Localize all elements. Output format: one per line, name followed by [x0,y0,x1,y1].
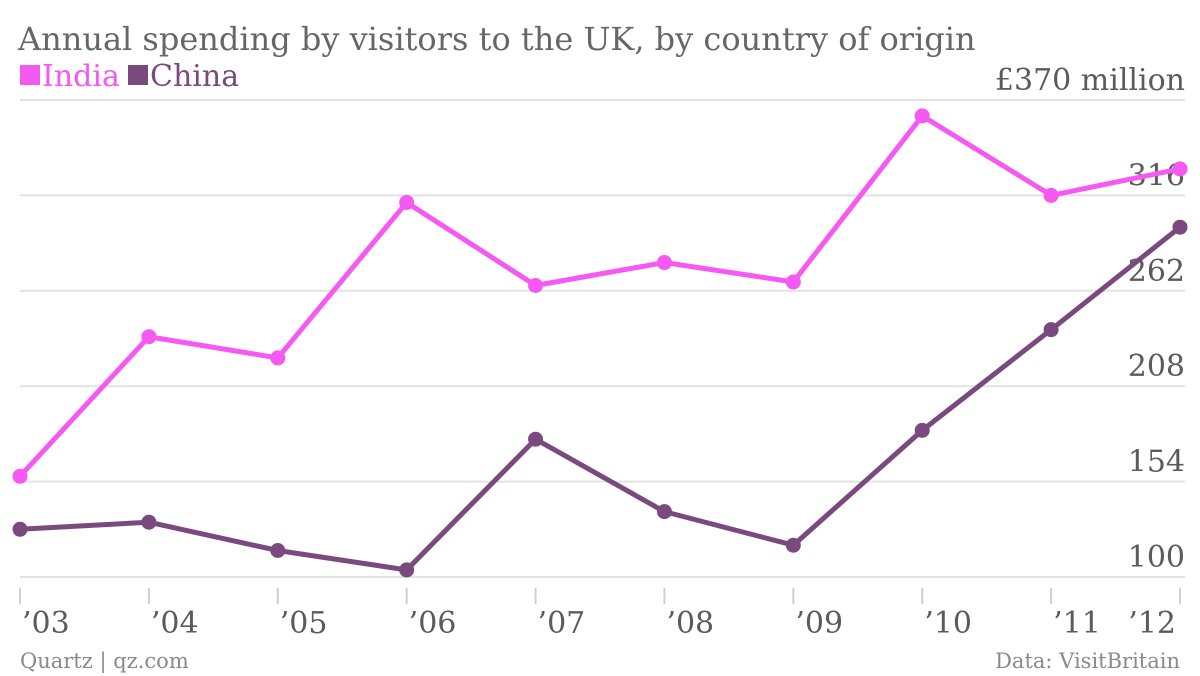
footer-source-right: Data: VisitBritain [995,649,1180,673]
data-point-china [141,514,157,530]
series-layer [12,108,1188,578]
data-point-india [914,108,930,124]
legend: India China [20,59,239,94]
x-tick-label: ’04 [151,606,199,641]
data-point-india [785,274,801,290]
series-line-china [17,224,1183,573]
data-point-india [141,329,157,345]
legend-swatch-india [20,65,40,85]
y-tick-label: 208 [1128,349,1185,384]
legend-label-china: China [150,59,239,94]
x-tick-label: ’07 [538,606,586,641]
legend-label-india: India [42,59,120,94]
series-china [12,219,1188,578]
data-point-china [399,562,415,578]
chart-title: Annual spending by visitors to the UK, b… [17,20,976,58]
x-tick-label: ’03 [22,606,70,641]
x-tick-label: ’05 [280,606,328,641]
x-tick-label: ’12 [1128,606,1176,641]
data-point-india [656,255,672,271]
series-india [12,108,1188,484]
data-point-china [1172,219,1188,235]
gridlines [20,99,1185,578]
data-point-india [270,350,286,366]
x-axis-ticks: ’03 ’04 ’05 ’06 ’07 ’08 ’09 ’10 ’11 ’12 [19,588,1181,641]
data-point-india [528,278,544,293]
x-tick-label: ’06 [409,606,457,641]
x-tick-label: ’11 [1053,606,1101,641]
data-point-china [528,431,544,447]
data-point-india [1172,161,1188,177]
y-tick-label: £370 million [995,63,1185,98]
x-tick-label: ’10 [924,606,972,641]
y-tick-label: 154 [1128,445,1185,480]
data-point-india [1043,187,1059,203]
x-tick-label: ’09 [795,606,843,641]
data-point-india [12,468,28,484]
legend-swatch-china [128,65,148,85]
footer-source-left: Quartz | qz.com [20,649,189,674]
data-point-china [914,422,930,438]
data-point-china [12,521,28,537]
y-tick-label: 100 [1128,540,1185,575]
series-line-india [17,113,1183,479]
data-point-china [270,543,286,558]
x-tick-label: ’08 [666,606,714,641]
data-point-china [785,537,801,553]
data-point-china [656,504,672,520]
data-point-india [399,194,415,210]
data-point-china [1043,322,1059,338]
